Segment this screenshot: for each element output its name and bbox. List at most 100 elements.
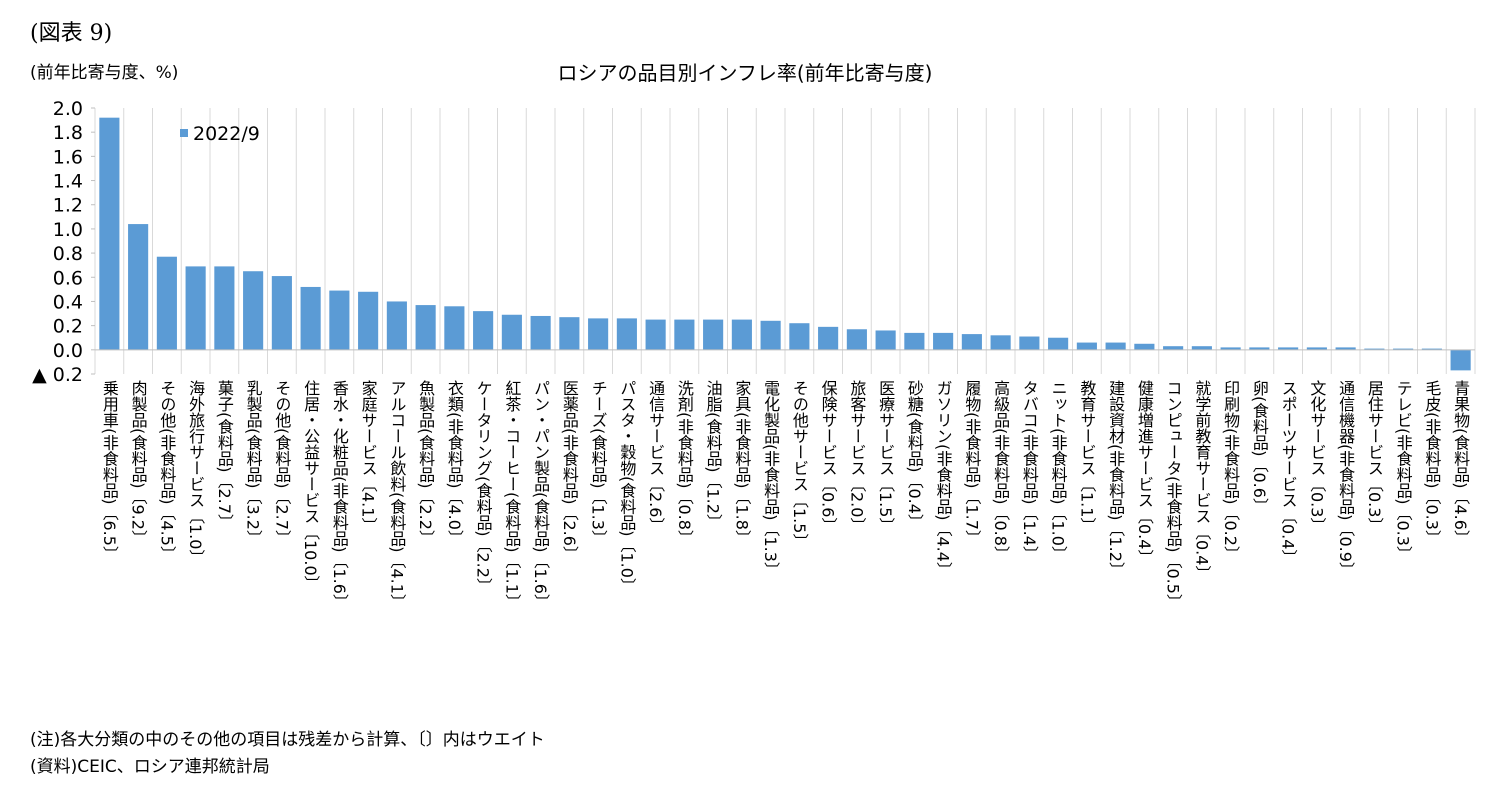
y-tick-label: 0.2 <box>53 316 83 338</box>
bar <box>1048 337 1069 350</box>
x-tick-label: 就学前教育サービス〔0.4〕 <box>1192 380 1211 581</box>
x-tick-label: 衣類(非食料品)〔4.0〕 <box>445 380 464 546</box>
x-tick-label: パスタ・穀物(食料品)〔1.0〕 <box>617 380 636 594</box>
x-tick-label: 海外旅行サービス〔1.0〕 <box>186 380 205 565</box>
bar <box>818 326 839 350</box>
bar <box>1249 347 1270 350</box>
bar <box>271 276 292 350</box>
x-tick-label: 紅茶・コーヒー(食料品)〔1.1〕 <box>502 380 521 610</box>
bar <box>588 318 609 350</box>
bar <box>1163 346 1184 350</box>
y-tick-label: 0.4 <box>53 291 83 313</box>
y-tick-label: 1.0 <box>53 219 83 241</box>
y-axis-label: (前年比寄与度、%) <box>30 63 178 83</box>
x-tick-label: ニット(非食料品)〔1.0〕 <box>1049 380 1068 562</box>
bar <box>1393 348 1414 350</box>
x-tick-label: 家庭サービス〔4.1〕 <box>359 380 378 533</box>
bar <box>1134 343 1155 350</box>
y-tick-label: 1.8 <box>53 122 83 144</box>
x-tick-label: 住居・公益サービス〔10.0〕 <box>301 380 320 592</box>
x-tick-label: 油脂(食料品)〔1.2〕 <box>704 380 723 530</box>
x-tick-label: その他(食料品)〔2.7〕 <box>272 380 291 546</box>
y-tick-label: ▲ 0.2 <box>32 364 83 386</box>
bar <box>128 224 149 350</box>
bar <box>444 306 465 350</box>
x-tick-label: 居住サービス〔0.3〕 <box>1365 380 1384 533</box>
bar <box>645 319 666 350</box>
bar <box>961 334 982 350</box>
bar <box>875 330 896 350</box>
bar <box>1421 348 1442 350</box>
chart-title: ロシアの品目別インフレ率(前年比寄与度) <box>557 61 932 85</box>
bar <box>473 311 494 350</box>
x-tick-label: 教育サービス〔1.1〕 <box>1077 380 1096 533</box>
x-tick-label: 健康増進サービス〔0.4〕 <box>1135 380 1154 565</box>
x-tick-label: 医薬品(非食料品)〔2.6〕 <box>560 380 579 562</box>
x-tick-label: その他サービス〔1.5〕 <box>790 380 809 549</box>
bar <box>933 332 954 350</box>
y-tick-label: 2.0 <box>53 98 83 120</box>
y-tick-label: 1.4 <box>53 171 83 193</box>
x-tick-label: 印刷物(非食料品)〔0.2〕 <box>1221 380 1240 562</box>
bar <box>1335 347 1356 350</box>
bar <box>530 315 551 350</box>
x-tick-label: ガソリン(非食料品)〔4.4〕 <box>934 380 953 578</box>
x-tick-label: 建設資材(非食料品)〔1.2〕 <box>1106 380 1125 578</box>
bar <box>156 256 177 350</box>
x-tick-label: 卵(食料品)〔0.6〕 <box>1250 380 1269 514</box>
bar <box>329 290 350 350</box>
bar <box>501 314 522 350</box>
x-tick-label: 肉製品(食料品)〔9.2〕 <box>129 380 148 546</box>
x-tick-label: 香水・化粧品(非食料品)〔1.6〕 <box>330 380 349 610</box>
x-tick-label: チーズ(食料品)〔1.3〕 <box>589 380 608 546</box>
x-tick-label: 医療サービス〔1.5〕 <box>876 380 895 533</box>
bar <box>386 301 407 350</box>
y-tick-label: 0.0 <box>53 340 83 362</box>
bar <box>904 332 925 350</box>
x-tick-label: パン・パン製品(食料品)〔1.6〕 <box>531 380 550 610</box>
x-tick-label: 高級品(非食料品)〔0.8〕 <box>991 380 1010 562</box>
y-tick-label: 1.6 <box>53 146 83 168</box>
bar <box>559 317 580 350</box>
x-tick-label: 菓子(食料品)〔2.7〕 <box>215 380 234 530</box>
bar <box>1191 346 1212 350</box>
bar <box>731 319 752 350</box>
y-tick-label: 0.8 <box>53 243 83 265</box>
x-tick-label: その他(非食料品)〔4.5〕 <box>157 380 176 562</box>
x-tick-label: 電化製品(非食料品)〔1.3〕 <box>761 380 780 578</box>
bar <box>674 319 695 350</box>
x-tick-label: 毛皮(非食料品)〔0.3〕 <box>1422 380 1441 546</box>
x-tick-label: 青果物(食料品)〔4.6〕 <box>1451 380 1470 546</box>
x-tick-label: スポーツサービス〔0.4〕 <box>1279 380 1298 565</box>
legend-swatch <box>180 129 188 137</box>
x-tick-label: コンピュータ(非食料品)〔0.5〕 <box>1164 380 1183 610</box>
x-tick-label: 乳製品(食料品)〔3.2〕 <box>244 380 263 546</box>
bar <box>990 335 1011 350</box>
bar <box>300 286 321 350</box>
x-tick-label: 文化サービス〔0.3〕 <box>1307 380 1326 533</box>
x-tick-label: アルコール飲料(食料品)〔4.1〕 <box>387 380 406 610</box>
note: (注)各大分類の中のその他の項目は残差から計算、〔〕内はウエイト <box>30 730 545 750</box>
x-tick-label: 履物(非食料品)〔1.7〕 <box>962 380 981 546</box>
bar <box>185 266 206 350</box>
bar <box>415 305 436 350</box>
bar <box>1076 342 1097 350</box>
x-tick-label: 旅客サービス〔2.0〕 <box>847 380 866 533</box>
bar <box>1450 349 1471 371</box>
bar <box>358 291 379 350</box>
source: (資料)CEIC、ロシア連邦統計局 <box>30 757 270 777</box>
x-tick-label: 通信機器(非食料品)〔0.9〕 <box>1336 380 1355 578</box>
y-tick-label: 1.2 <box>53 195 83 217</box>
x-tick-label: 砂糖(食料品)〔0.4〕 <box>905 380 924 530</box>
x-tick-label: 洗剤(非食料品)〔0.8〕 <box>675 380 694 546</box>
x-tick-label: 魚製品(食料品)〔2.2〕 <box>416 380 435 546</box>
bar <box>846 329 867 350</box>
bar <box>789 323 810 350</box>
bar <box>1278 347 1299 350</box>
bar <box>1306 347 1327 350</box>
figure-label: (図表 9) <box>30 21 112 46</box>
bar <box>703 319 724 350</box>
legend-label: 2022/9 <box>193 123 260 145</box>
y-tick-label: 0.6 <box>53 267 83 289</box>
